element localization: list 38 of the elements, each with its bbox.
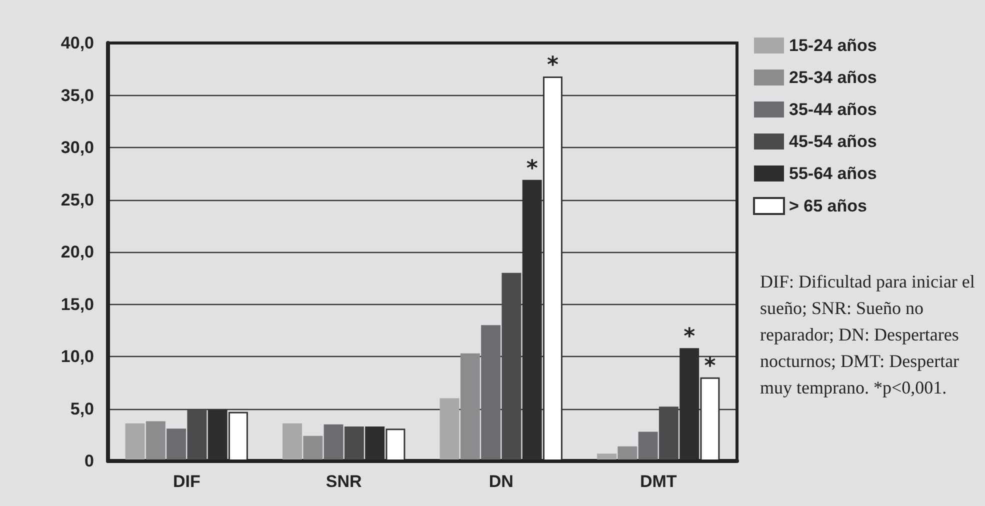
data-label: * (704, 354, 716, 379)
legend-label: 25-34 años (789, 68, 877, 87)
bar (638, 432, 658, 461)
y-tick-label: 30,0 (60, 138, 94, 157)
y-tick-label: 35,0 (60, 86, 94, 105)
legend-label: 35-44 años (789, 100, 877, 119)
y-tick-label: 20,0 (60, 242, 94, 262)
legend-label: 55-64 años (789, 164, 877, 183)
bar (440, 398, 460, 461)
x-tick-label: DMT (640, 472, 678, 491)
legend-label: 15-24 años (789, 36, 877, 55)
legend-label: 45-54 años (789, 132, 877, 151)
legend-label: > 65 años (789, 196, 867, 216)
bar (303, 436, 323, 461)
x-tick-label: DIF (172, 472, 200, 491)
y-tick-label: 15,0 (60, 294, 94, 314)
data-label: * (546, 52, 559, 78)
data-label: * (684, 324, 696, 350)
y-tick-label: 40,0 (60, 34, 94, 52)
bar (502, 272, 522, 461)
y-tick-label: 0 (84, 452, 94, 470)
bar (166, 428, 186, 461)
x-tick-label: DN (488, 472, 514, 491)
bar (146, 421, 166, 461)
bar (125, 423, 145, 461)
y-tick-label: 25,0 (60, 190, 94, 210)
text: DIF: Dificultad para iniciar el sueño; SNR: Sueño no reparador; DN: Despertares nocturnos; DMT: Despertar muy temprano. *p<0,001. (760, 271, 980, 398)
bar (324, 424, 344, 461)
bar (460, 353, 480, 461)
y-tick-label: 5,0 (70, 399, 94, 418)
bar (658, 406, 678, 461)
bar (344, 426, 364, 461)
x-tick-label: SNR (326, 472, 362, 491)
bar (187, 410, 207, 461)
bar (282, 423, 302, 461)
y-tick-label: 10,0 (60, 347, 94, 366)
data-label: * (526, 156, 538, 182)
bar (481, 325, 501, 461)
